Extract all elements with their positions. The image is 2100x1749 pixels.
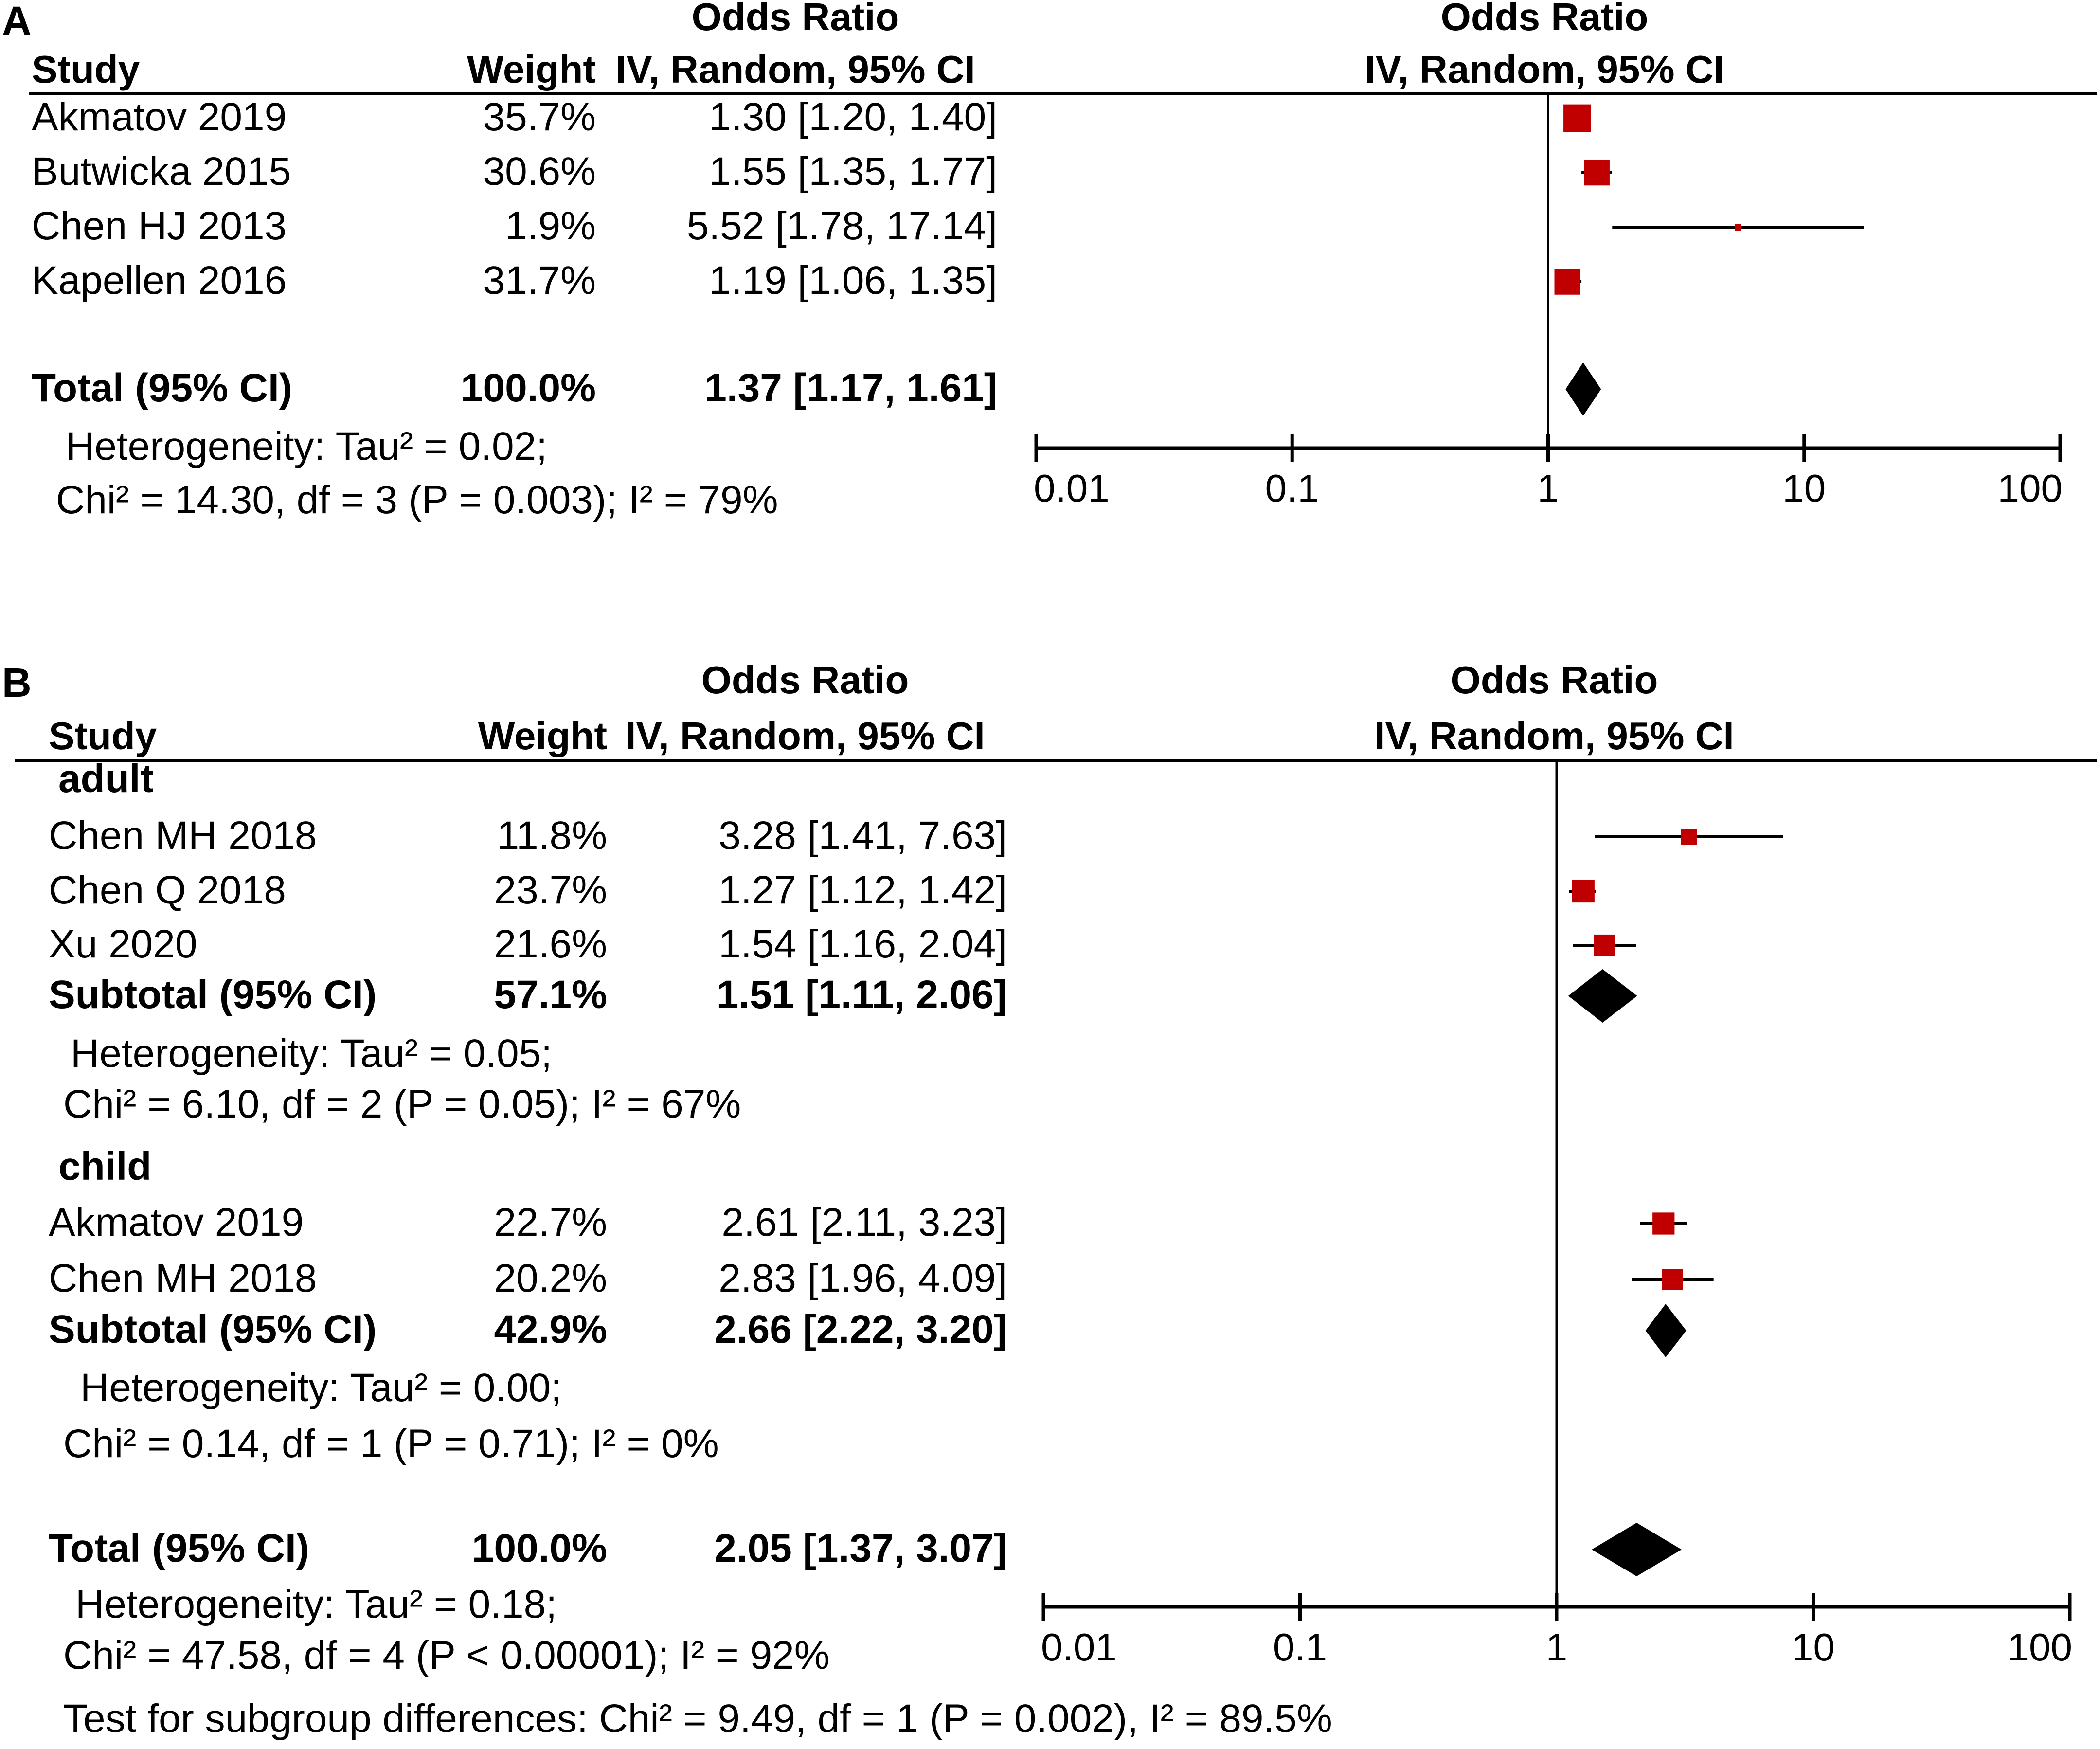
study-row-label: Chen MH 2018 bbox=[49, 813, 317, 858]
panel-label: B bbox=[2, 660, 32, 705]
heterogeneity-note: Heterogeneity: Tau² = 0.18; bbox=[75, 1582, 557, 1626]
subgroup-label: adult bbox=[58, 757, 154, 801]
total-row-weight: 57.1% bbox=[494, 973, 607, 1017]
study-row-label: Kapellen 2016 bbox=[32, 258, 287, 303]
study-row-weight: 30.6% bbox=[483, 149, 596, 194]
effect-marker bbox=[1681, 829, 1697, 845]
study-row-effect: 2.61 [2.11, 3.23] bbox=[721, 1200, 1007, 1244]
study-row-label: Akmatov 2019 bbox=[32, 95, 287, 139]
effect-marker bbox=[1594, 934, 1615, 956]
study-row-weight: 1.9% bbox=[505, 204, 596, 248]
effect-marker bbox=[1584, 160, 1610, 186]
x-axis-tick-label: 0.1 bbox=[1273, 1625, 1327, 1669]
effect-column-method: IV, Random, 95% CI bbox=[615, 48, 975, 91]
study-row-weight: 31.7% bbox=[483, 258, 596, 303]
study-column-header: Study bbox=[49, 714, 157, 757]
forest-panel-b: B Study Weight Odds Ratio IV, Random, 95% CI… bbox=[2, 658, 2097, 1741]
study-column-header: Study bbox=[32, 48, 140, 91]
subgroup-label: child bbox=[58, 1144, 151, 1189]
total-row-weight: 100.0% bbox=[472, 1526, 607, 1570]
study-row-effect: 1.27 [1.12, 1.42] bbox=[718, 868, 1007, 912]
x-axis-tick-label: 10 bbox=[1792, 1625, 1835, 1669]
heterogeneity-note: Heterogeneity: Tau² = 0.05; bbox=[71, 1031, 552, 1076]
study-row-effect: 3.28 [1.41, 7.63] bbox=[718, 813, 1007, 858]
total-row-label: Subtotal (95% CI) bbox=[49, 973, 377, 1017]
plot-title: Odds Ratio bbox=[1441, 0, 1649, 38]
x-axis-tick-label: 1 bbox=[1546, 1625, 1568, 1669]
effect-column-method: IV, Random, 95% CI bbox=[625, 714, 985, 757]
plot-method: IV, Random, 95% CI bbox=[1374, 714, 1734, 757]
x-axis-tick-label: 10 bbox=[1782, 467, 1826, 510]
study-row-label: Akmatov 2019 bbox=[49, 1200, 304, 1244]
effect-marker bbox=[1572, 880, 1595, 903]
study-row-label: Butwicka 2015 bbox=[32, 149, 291, 194]
heterogeneity-note: Chi² = 0.14, df = 1 (P = 0.71); I² = 0% bbox=[63, 1422, 719, 1466]
study-row-label: Xu 2020 bbox=[49, 922, 197, 966]
study-row-weight: 21.6% bbox=[494, 922, 607, 966]
effect-marker bbox=[1652, 1212, 1675, 1235]
total-row-effect: 2.05 [1.37, 3.07] bbox=[714, 1526, 1007, 1570]
pooled-diamond bbox=[1565, 362, 1601, 416]
effect-marker bbox=[1563, 104, 1591, 132]
study-row-label: Chen MH 2018 bbox=[49, 1256, 317, 1300]
effect-marker bbox=[1734, 224, 1741, 231]
x-axis-tick-label: 0.1 bbox=[1265, 467, 1319, 510]
pooled-diamond bbox=[1568, 969, 1637, 1023]
heterogeneity-note: Chi² = 14.30, df = 3 (P = 0.003); I² = 7… bbox=[56, 478, 778, 522]
pooled-diamond bbox=[1645, 1304, 1687, 1357]
heterogeneity-note: Heterogeneity: Tau² = 0.00; bbox=[80, 1366, 562, 1410]
study-row-weight: 11.8% bbox=[497, 813, 607, 858]
study-row-weight: 22.7% bbox=[494, 1200, 607, 1244]
effect-column-title: Odds Ratio bbox=[701, 658, 909, 702]
study-row-weight: 35.7% bbox=[483, 95, 596, 139]
study-row-effect: 1.19 [1.06, 1.35] bbox=[709, 258, 997, 303]
total-row-weight: 100.0% bbox=[461, 366, 596, 410]
x-axis-tick-label: 0.01 bbox=[1041, 1625, 1117, 1669]
total-row-effect: 1.51 [1.11, 2.06] bbox=[717, 973, 1007, 1017]
heterogeneity-note: Heterogeneity: Tau² = 0.02; bbox=[66, 424, 547, 469]
total-row-weight: 42.9% bbox=[494, 1307, 607, 1352]
heterogeneity-note: Chi² = 47.58, df = 4 (P < 0.00001); I² =… bbox=[63, 1633, 830, 1677]
study-row-effect: 1.54 [1.16, 2.04] bbox=[718, 922, 1007, 966]
effect-column-title: Odds Ratio bbox=[692, 0, 899, 38]
study-row-label: Chen Q 2018 bbox=[49, 868, 286, 912]
x-axis-tick-label: 100 bbox=[2008, 1625, 2072, 1669]
effect-marker bbox=[1662, 1269, 1683, 1290]
total-row-label: Subtotal (95% CI) bbox=[49, 1307, 377, 1352]
study-row-effect: 5.52 [1.78, 17.14] bbox=[687, 204, 997, 248]
total-row-label: Total (95% CI) bbox=[49, 1526, 309, 1570]
effect-marker bbox=[1554, 269, 1581, 295]
panel-label: A bbox=[2, 0, 32, 44]
study-row-label: Chen HJ 2013 bbox=[32, 204, 287, 248]
plot-title: Odds Ratio bbox=[1451, 658, 1658, 702]
plot-method: IV, Random, 95% CI bbox=[1364, 48, 1724, 91]
x-axis-tick-label: 100 bbox=[1998, 467, 2063, 510]
study-row-weight: 20.2% bbox=[494, 1256, 607, 1300]
study-row-weight: 23.7% bbox=[494, 868, 607, 912]
study-row-effect: 2.83 [1.96, 4.09] bbox=[718, 1256, 1007, 1300]
heterogeneity-note: Chi² = 6.10, df = 2 (P = 0.05); I² = 67% bbox=[63, 1082, 741, 1126]
study-row-effect: 1.30 [1.20, 1.40] bbox=[709, 95, 997, 139]
total-row-effect: 2.66 [2.22, 3.20] bbox=[714, 1307, 1007, 1352]
heterogeneity-note: Test for subgroup differences: Chi² = 9.… bbox=[63, 1696, 1332, 1741]
total-row-label: Total (95% CI) bbox=[32, 366, 292, 410]
weight-column-header: Weight bbox=[478, 714, 607, 757]
x-axis-tick-label: 0.01 bbox=[1034, 467, 1110, 510]
study-row-effect: 1.55 [1.35, 1.77] bbox=[709, 149, 997, 194]
total-row-effect: 1.37 [1.17, 1.61] bbox=[704, 366, 997, 410]
x-axis-tick-label: 1 bbox=[1537, 467, 1559, 510]
pooled-diamond bbox=[1592, 1523, 1682, 1576]
weight-column-header: Weight bbox=[467, 48, 596, 91]
